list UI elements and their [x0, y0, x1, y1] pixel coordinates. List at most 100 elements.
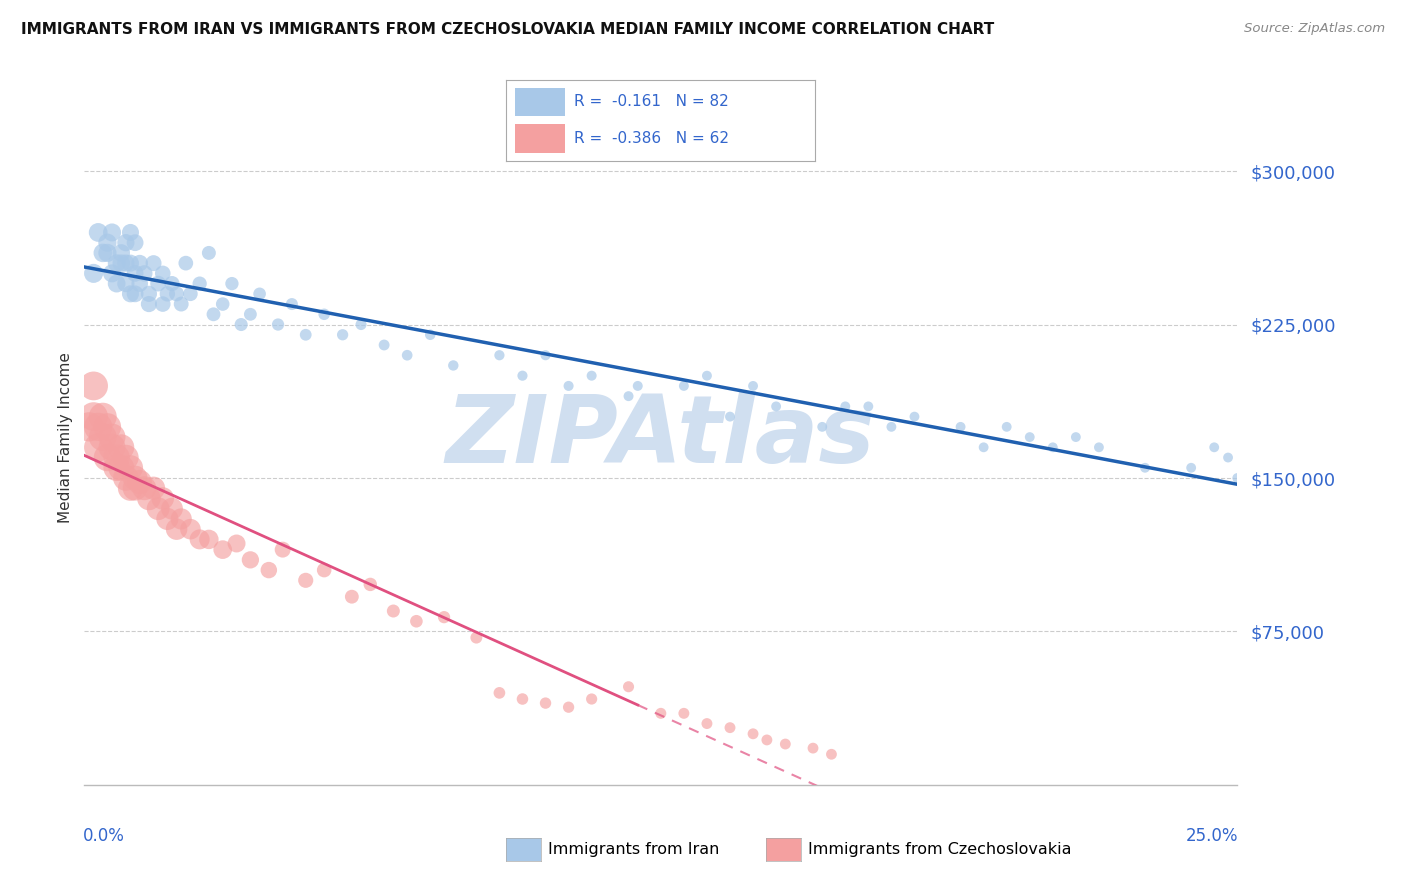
Point [1180, 460, 1202, 475]
Point [617, 680, 640, 694]
Point [314, 307, 336, 321]
Point [120, 481, 142, 495]
Point [314, 563, 336, 577]
Point [156, 286, 179, 301]
Point [115, 235, 138, 250]
Point [138, 286, 160, 301]
Point [105, 450, 128, 465]
Point [87, 420, 110, 434]
Point [903, 409, 925, 424]
Point [267, 318, 290, 332]
Point [134, 481, 156, 495]
Point [152, 491, 174, 506]
Point [340, 590, 363, 604]
Point [820, 747, 842, 762]
Point [534, 348, 557, 362]
Point [105, 277, 128, 291]
Point [249, 286, 271, 301]
Point [101, 440, 124, 454]
Point [170, 297, 193, 311]
Point [765, 400, 787, 414]
Point [350, 318, 373, 332]
Point [146, 277, 169, 291]
Point [146, 501, 169, 516]
Point [811, 420, 834, 434]
Point [83, 409, 105, 424]
Point [949, 420, 972, 434]
Text: 0.0%: 0.0% [83, 827, 125, 845]
Point [120, 286, 142, 301]
Point [198, 246, 221, 260]
Point [128, 277, 150, 291]
Point [110, 440, 132, 454]
Point [373, 338, 395, 352]
Point [271, 542, 294, 557]
Point [124, 235, 146, 250]
Point [775, 737, 797, 751]
Point [96, 420, 118, 434]
Point [91, 430, 114, 444]
Point [105, 460, 128, 475]
Point [120, 256, 142, 270]
Point [124, 266, 146, 280]
Point [115, 256, 138, 270]
Point [110, 246, 132, 260]
Point [650, 706, 672, 721]
Text: Immigrants from Iran: Immigrants from Iran [548, 842, 720, 856]
Point [488, 686, 510, 700]
Point [801, 741, 824, 756]
Point [512, 368, 534, 383]
Point [557, 379, 579, 393]
Text: Immigrants from Czechoslovakia: Immigrants from Czechoslovakia [808, 842, 1071, 856]
Point [156, 512, 179, 526]
Point [225, 536, 247, 550]
Point [405, 614, 427, 628]
Text: ZIPAtlas: ZIPAtlas [446, 391, 876, 483]
Point [96, 450, 118, 465]
Point [433, 610, 456, 624]
Point [995, 420, 1018, 434]
Point [120, 226, 142, 240]
Point [627, 379, 650, 393]
Point [557, 700, 579, 714]
Point [115, 277, 138, 291]
Point [465, 631, 488, 645]
Point [419, 327, 441, 342]
Point [211, 542, 233, 557]
Point [124, 286, 146, 301]
Point [1088, 440, 1111, 454]
Point [359, 577, 381, 591]
Point [231, 318, 253, 332]
Point [257, 563, 280, 577]
Point [696, 368, 718, 383]
Point [880, 420, 903, 434]
Bar [516, 88, 565, 117]
Point [91, 409, 114, 424]
Point [83, 379, 105, 393]
Point [1133, 460, 1156, 475]
Point [174, 256, 197, 270]
Point [1042, 440, 1064, 454]
Point [294, 574, 316, 588]
Point [718, 409, 741, 424]
Point [110, 256, 132, 270]
Point [160, 277, 183, 291]
Point [211, 297, 233, 311]
Point [115, 450, 138, 465]
Point [834, 400, 856, 414]
Point [396, 348, 419, 362]
Point [142, 481, 165, 495]
Point [138, 491, 160, 506]
Point [138, 297, 160, 311]
Point [179, 286, 201, 301]
Point [160, 501, 183, 516]
Point [91, 246, 114, 260]
Point [142, 256, 165, 270]
Point [742, 379, 765, 393]
Point [488, 348, 510, 362]
Point [239, 553, 262, 567]
Y-axis label: Median Family Income: Median Family Income [58, 351, 73, 523]
Point [128, 475, 150, 489]
Point [1216, 450, 1239, 465]
Text: Source: ZipAtlas.com: Source: ZipAtlas.com [1244, 22, 1385, 36]
